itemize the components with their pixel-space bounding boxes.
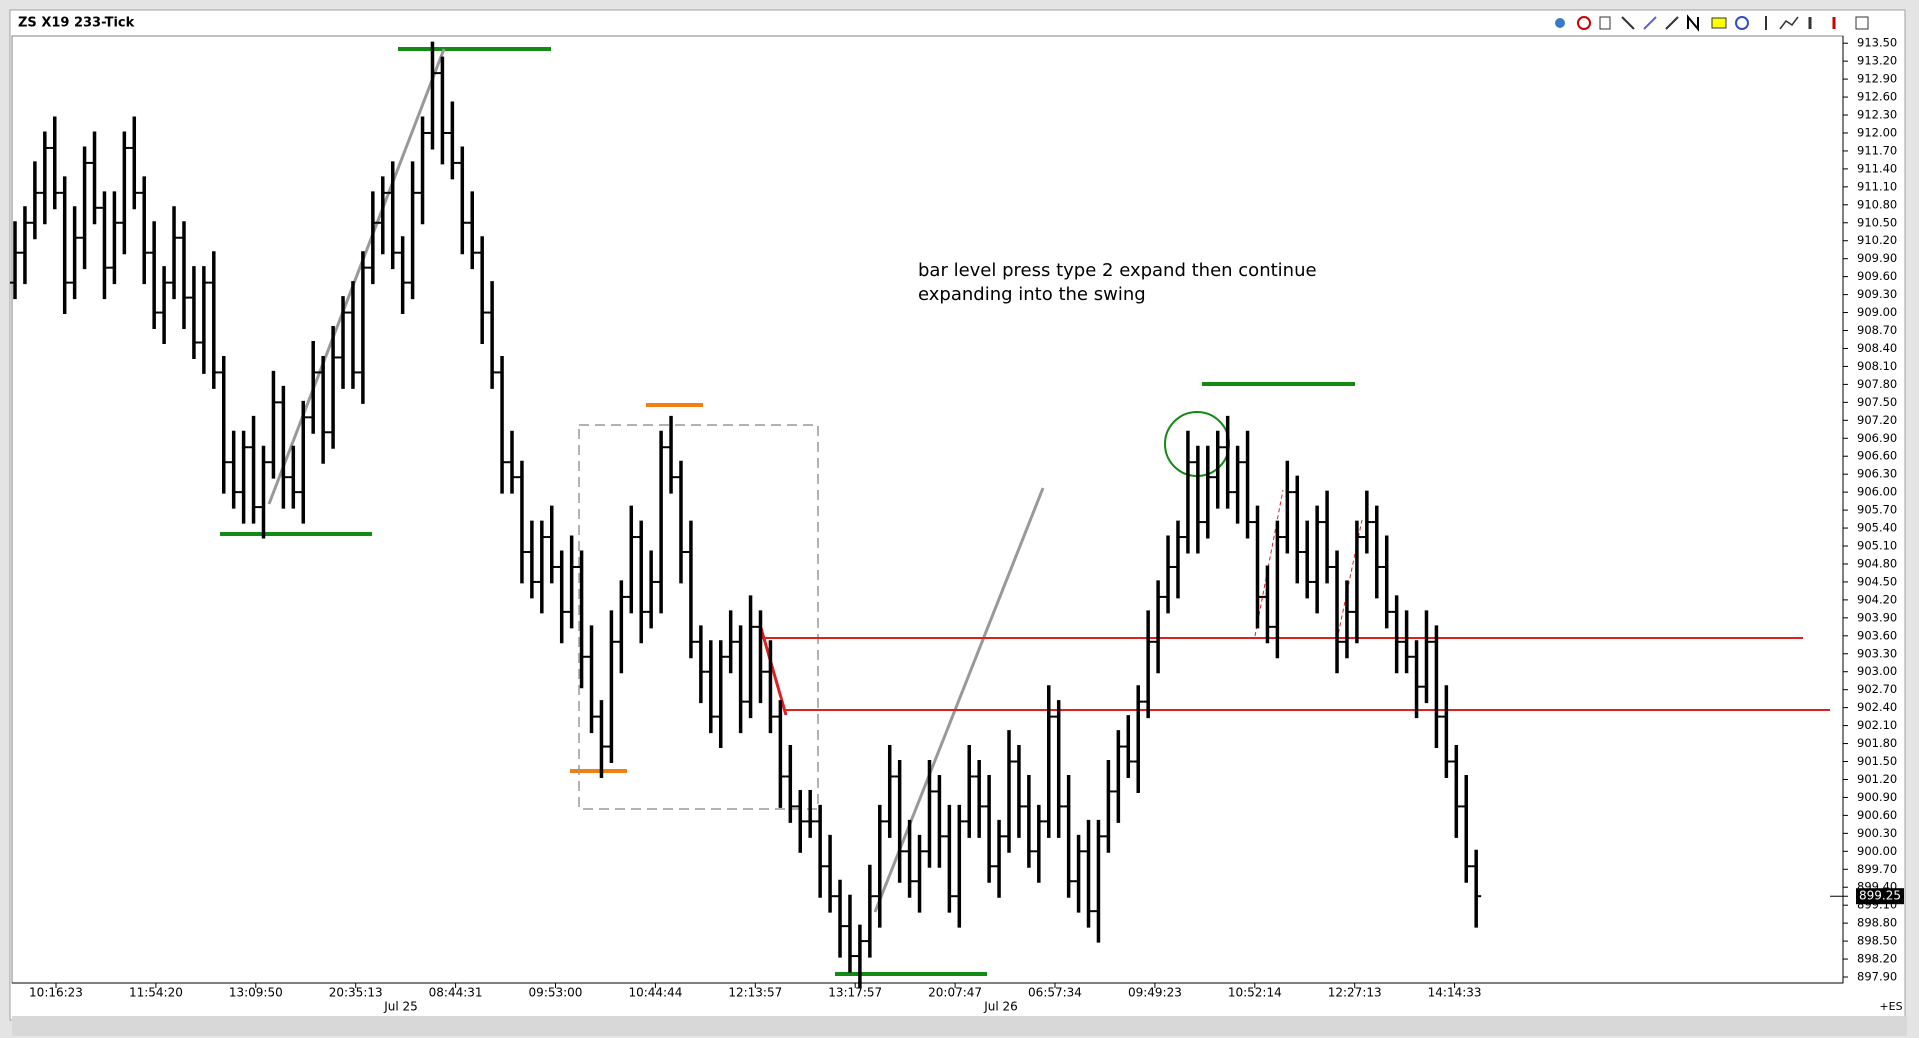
- y-tick-label: 902.70: [1857, 682, 1897, 696]
- y-tick-label: 912.90: [1857, 72, 1897, 86]
- tool-icon[interactable]: [1555, 18, 1565, 28]
- y-tick-label: 906.90: [1857, 431, 1897, 445]
- tool-icon[interactable]: [1687, 14, 1699, 32]
- level-connector: [1254, 489, 1284, 637]
- y-tick-label: 909.30: [1857, 287, 1897, 301]
- x-tick-label: 12:27:13: [1328, 986, 1382, 1000]
- y-tick-label: 903.90: [1857, 610, 1897, 624]
- tool-icon[interactable]: [1577, 16, 1591, 30]
- plot-area: [11, 35, 1844, 984]
- range-box: [578, 424, 819, 810]
- y-tick-label: 898.80: [1857, 916, 1897, 930]
- y-tick-label: 909.90: [1857, 251, 1897, 265]
- x-tick-label: 06:57:34: [1028, 986, 1082, 1000]
- drawings: [220, 47, 1830, 976]
- x-tick-label: 10:52:14: [1228, 986, 1282, 1000]
- y-tick-label: 906.00: [1857, 485, 1897, 499]
- y-tick-label: 904.20: [1857, 592, 1897, 606]
- y-tick-label: 903.00: [1857, 664, 1897, 678]
- toolbar[interactable]: [1555, 14, 1869, 32]
- tool-icon[interactable]: [1855, 16, 1869, 30]
- y-tick-label: 911.10: [1857, 179, 1897, 193]
- tool-icon[interactable]: [1621, 16, 1635, 30]
- x-tick-label: 14:14:33: [1428, 986, 1482, 1000]
- tool-icon[interactable]: [1711, 17, 1727, 29]
- y-tick-label: 912.60: [1857, 90, 1897, 104]
- y-tick-label: 897.90: [1857, 970, 1897, 984]
- annotation: expanding into the swing: [918, 284, 1146, 305]
- date-label: Jul 25: [383, 1000, 418, 1014]
- y-tick-label: 903.30: [1857, 646, 1897, 660]
- y-tick-label: 899.70: [1857, 862, 1897, 876]
- date-label: Jul 26: [983, 1000, 1018, 1014]
- y-tick-label: 910.80: [1857, 197, 1897, 211]
- y-tick-label: 900.30: [1857, 826, 1897, 840]
- y-tick-label: 912.00: [1857, 125, 1897, 139]
- y-tick-label: 907.80: [1857, 377, 1897, 391]
- y-tick-label: 909.00: [1857, 305, 1897, 319]
- y-tick-label: 904.80: [1857, 556, 1897, 570]
- x-tick-label: 13:17:57: [828, 986, 882, 1000]
- y-tick-label: 901.80: [1857, 736, 1897, 750]
- x-tick-label: 20:35:13: [329, 986, 383, 1000]
- y-tick-label: 901.50: [1857, 754, 1897, 768]
- instrument-tag: +ES: [1879, 1000, 1902, 1013]
- y-tick-label: 901.20: [1857, 772, 1897, 786]
- y-tick-label: 908.40: [1857, 341, 1897, 355]
- x-tick-label: 10:44:44: [628, 986, 682, 1000]
- x-tick-label: 08:44:31: [429, 986, 483, 1000]
- y-tick-label: 905.10: [1857, 539, 1897, 553]
- y-tick-label: 908.70: [1857, 323, 1897, 337]
- y-tick-label: 910.20: [1857, 233, 1897, 247]
- last-price-box: [1856, 888, 1904, 905]
- y-tick-label: 911.40: [1857, 161, 1897, 175]
- y-tick-label: 898.50: [1857, 934, 1897, 948]
- y-tick-label: 910.50: [1857, 215, 1897, 229]
- y-tick-label: 907.20: [1857, 413, 1897, 427]
- x-tick-label: 09:49:23: [1128, 986, 1182, 1000]
- tool-icon[interactable]: [1735, 16, 1749, 30]
- y-tick-label: 911.70: [1857, 143, 1897, 157]
- tool-icon[interactable]: [1665, 16, 1679, 30]
- y-tick-label: 900.60: [1857, 808, 1897, 822]
- tool-icon[interactable]: [1599, 16, 1611, 30]
- x-tick-label: 11:54:20: [129, 986, 183, 1000]
- y-tick-label: 906.30: [1857, 467, 1897, 481]
- y-tick-label: 900.90: [1857, 790, 1897, 804]
- y-tick-label: 905.40: [1857, 521, 1897, 535]
- x-tick-label: 10:16:23: [29, 986, 83, 1000]
- x-tick-label: 12:13:57: [728, 986, 782, 1000]
- y-tick-label: 898.20: [1857, 952, 1897, 966]
- tool-icon[interactable]: [1779, 16, 1799, 30]
- scrollbar[interactable]: [12, 1016, 1907, 1036]
- bars: [10, 41, 1482, 988]
- y-tick-label: 902.10: [1857, 718, 1897, 732]
- y-tick-label: 913.50: [1857, 36, 1897, 50]
- y-tick-label: 909.60: [1857, 269, 1897, 283]
- trend-line: [267, 48, 446, 505]
- x-tick-label: 09:53:00: [529, 986, 583, 1000]
- y-tick-label: 904.50: [1857, 574, 1897, 588]
- y-tick-label: 900.00: [1857, 844, 1897, 858]
- y-tick-label: 903.60: [1857, 628, 1897, 642]
- trend-line: [873, 487, 1045, 913]
- y-tick-label: 907.50: [1857, 395, 1897, 409]
- chart-title: ZS X19 233-Tick: [18, 16, 135, 31]
- y-tick-label: 902.40: [1857, 700, 1897, 714]
- y-tick-label: 913.20: [1857, 54, 1897, 68]
- y-tick-label: 912.30: [1857, 108, 1897, 122]
- y-tick-label: 908.10: [1857, 359, 1897, 373]
- x-tick-label: 13:09:50: [229, 986, 283, 1000]
- annotation: bar level press type 2 expand then conti…: [918, 260, 1317, 281]
- x-tick-label: 20:07:47: [928, 986, 982, 1000]
- last-price-label: 899.25: [1859, 889, 1901, 903]
- y-tick-label: 905.70: [1857, 503, 1897, 517]
- tool-icon[interactable]: [1643, 16, 1657, 30]
- y-tick-label: 906.60: [1857, 449, 1897, 463]
